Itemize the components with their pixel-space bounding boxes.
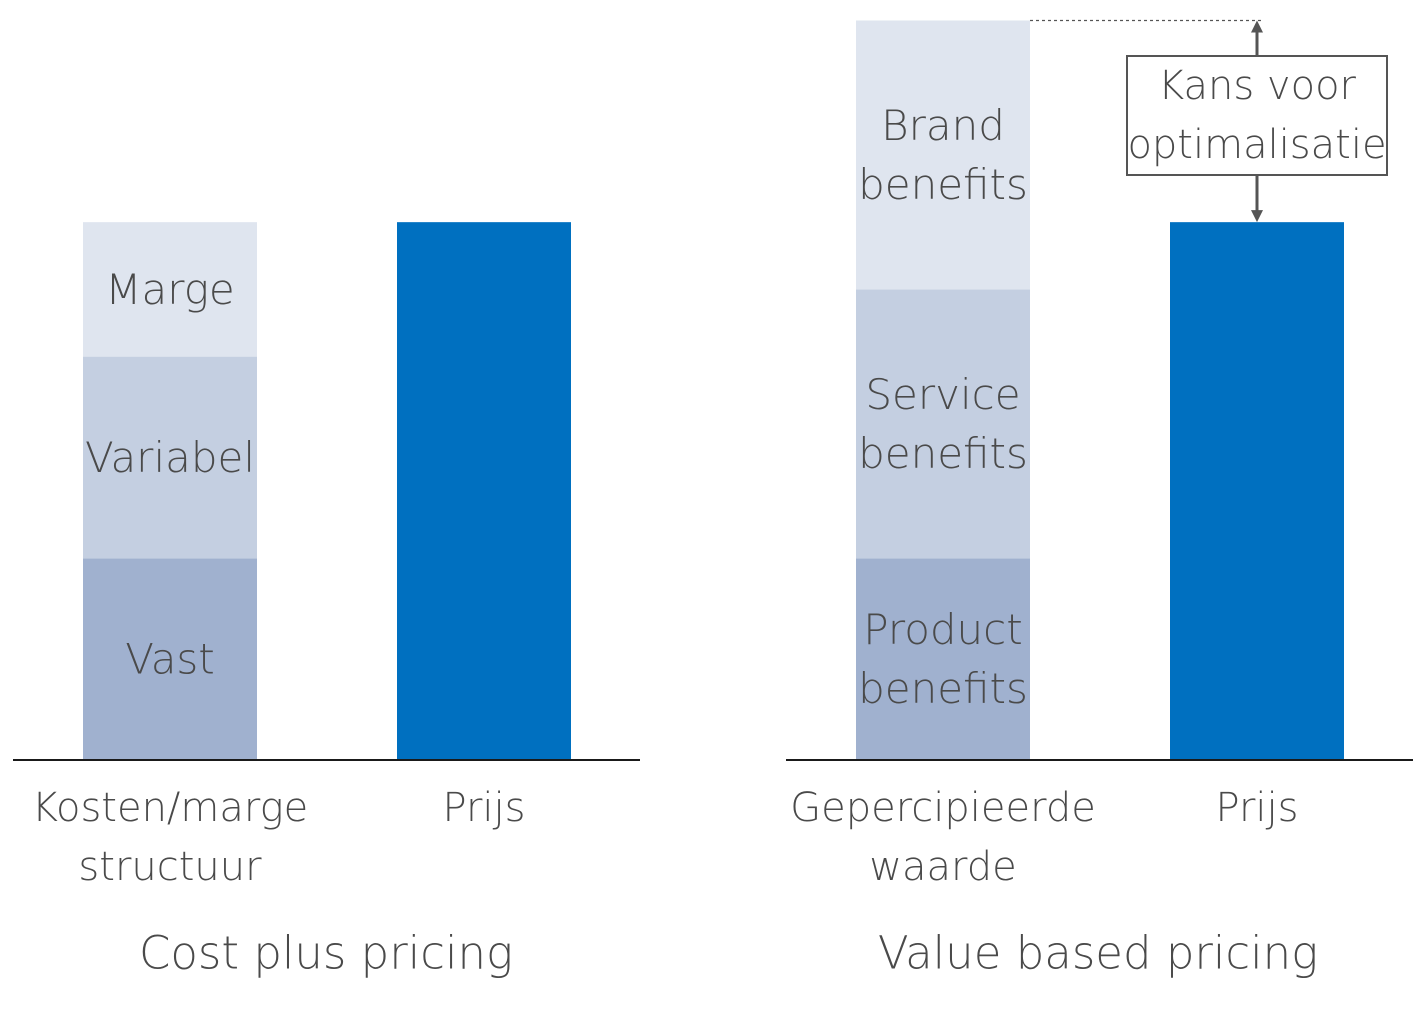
bar-segment-service-benefits: [856, 289, 1030, 559]
arrow-up-icon: [1251, 20, 1263, 33]
segment-label-marge: Marge: [105, 265, 235, 314]
bar-segment-product-benefits: [856, 558, 1030, 760]
chart-panel-cost-plus-pricing: Vast Variabel Marge Kosten/marge structuur Pr…: [13, 222, 640, 980]
category-label-gepercipieerde-waarde: waarde: [869, 844, 1016, 890]
panel-title: Value based pricing: [878, 927, 1318, 980]
bar-segment-prijs: [1170, 222, 1344, 760]
segment-label-brand-benefits: benefits: [858, 160, 1028, 209]
segment-label-brand-benefits: Brand: [881, 101, 1005, 150]
bar-segment-marge: [83, 222, 257, 357]
segment-label-vast: Vast: [125, 635, 215, 684]
panel-title: Cost plus pricing: [139, 927, 513, 980]
bar-segment-prijs: [397, 222, 571, 760]
bar-segment-variabel: [83, 356, 257, 559]
callout-text: Kans voor: [1158, 63, 1357, 109]
segment-label-service-benefits: benefits: [858, 429, 1028, 478]
segment-label-product-benefits: benefits: [858, 664, 1028, 713]
arrow-down-icon: [1251, 210, 1263, 223]
callout-text: optimalisatie: [1127, 122, 1386, 168]
segment-label-variabel: Variabel: [85, 433, 255, 482]
chart-panel-value-based-pricing: Product benefits Service benefits Brand benef…: [786, 19, 1413, 980]
category-label-gepercipieerde-waarde: Gepercipieerde: [790, 785, 1096, 831]
category-label-prijs: Prijs: [443, 785, 526, 831]
category-label-kosten-marge-structuur: structuur: [78, 844, 262, 890]
callout-box: [1126, 55, 1388, 176]
bar-segment-vast: [83, 558, 257, 760]
category-label-kosten-marge-structuur: Kosten/marge: [32, 785, 309, 831]
segment-label-service-benefits: Service: [865, 370, 1020, 419]
bar-segment-brand-benefits: [856, 20, 1030, 290]
category-label-prijs: Prijs: [1216, 785, 1299, 831]
segment-label-product-benefits: Product: [863, 605, 1022, 654]
